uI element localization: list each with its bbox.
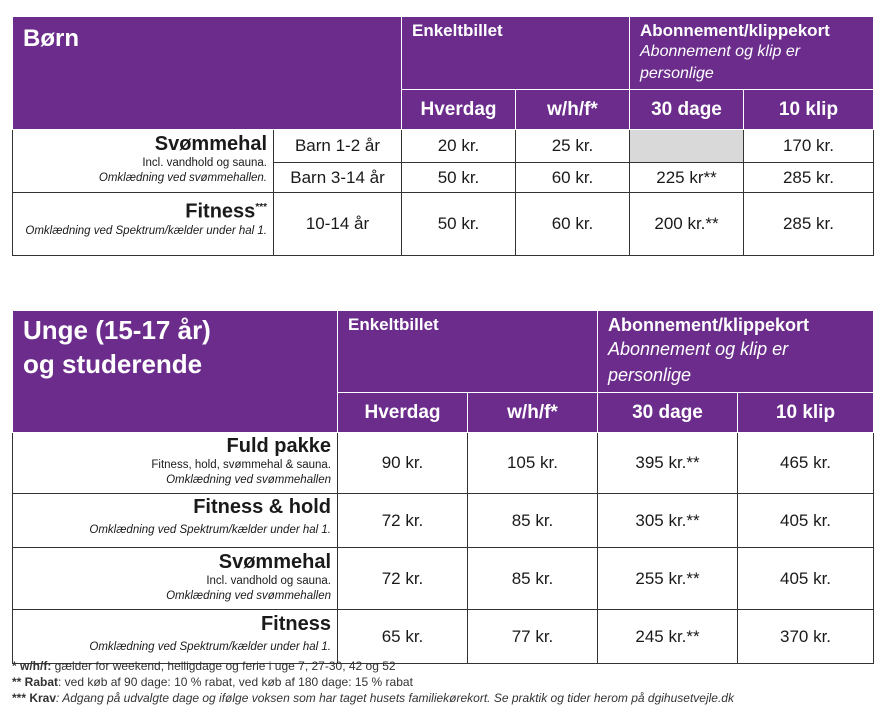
unge-price-whf: 85 kr. — [467, 547, 598, 610]
born-fitness-name: Fitness — [185, 200, 256, 223]
footnote-rabat: ** Rabat: ved køb af 90 dage: 10 % rabat… — [12, 675, 413, 689]
born-col-10klip: 10 klip — [743, 89, 874, 130]
unge-price-whf: 105 kr. — [467, 432, 598, 494]
born-abonnement-note: Abonnement og klip er personlige — [640, 43, 801, 82]
unge-price-hverdag: 72 kr. — [337, 547, 468, 610]
unge-table: Unge (15-17 år) og studerende Enkeltbill… — [12, 310, 875, 664]
born-enkeltbillet-header: Enkeltbillet — [401, 16, 630, 90]
born-price-30dage: 225 kr** — [629, 162, 744, 193]
unge-price-30dage: 245 kr.** — [597, 609, 738, 664]
born-price-whf: 60 kr. — [515, 192, 630, 256]
born-abonnement-header: Abonnement/klippekort Abonnement og klip… — [629, 16, 874, 90]
unge-price-30dage: 395 kr.** — [597, 432, 738, 494]
unge-row-label: Fitness & hold Omklædning ved Spektrum/k… — [12, 493, 338, 548]
unge-row-note2: Omklædning ved svømmehallen — [166, 474, 331, 486]
born-svommehal-note1: Incl. vandhold og sauna. — [142, 157, 267, 169]
unge-row-note2: Omklædning ved svømmehallen — [166, 590, 331, 602]
born-age: 10-14 år — [273, 192, 402, 256]
unge-row-label: Fitness Omklædning ved Spektrum/kælder u… — [12, 609, 338, 664]
born-price-hverdag: 20 kr. — [401, 129, 516, 163]
unge-row-note1: Fitness, hold, svømmehal & sauna. — [151, 459, 331, 471]
born-price-10klip: 285 kr. — [743, 192, 874, 256]
born-svommehal-note2: Omklædning ved svømmehallen. — [98, 172, 267, 184]
unge-title-line1: Unge (15-17 år) — [23, 315, 211, 345]
unge-price-whf: 85 kr. — [467, 493, 598, 548]
unge-row-name: Fitness — [260, 613, 331, 635]
unge-row-note1: Incl. vandhold og sauna. — [206, 575, 331, 587]
unge-price-10klip: 465 kr. — [736, 432, 875, 494]
unge-title-cell: Unge (15-17 år) og studerende — [12, 310, 338, 433]
unge-price-10klip: 370 kr. — [736, 609, 875, 664]
unge-abonnement-note: Abonnement og klip er personlige — [608, 339, 789, 385]
born-price-30dage: 200 kr.** — [629, 192, 744, 256]
born-col-30dage: 30 dage — [629, 89, 744, 130]
unge-title-line2: og studerende — [23, 349, 203, 379]
unge-col-10klip: 10 klip — [736, 392, 875, 433]
born-price-10klip: 170 kr. — [743, 129, 874, 163]
born-fitness-label: Fitness*** Omklædning ved Spektrum/kælde… — [12, 192, 274, 256]
unge-row-note2: Omklædning ved Spektrum/kælder under hal… — [89, 641, 331, 653]
unge-row-note2: Omklædning ved Spektrum/kælder under hal… — [89, 524, 331, 536]
born-price-whf: 60 kr. — [515, 162, 630, 193]
unge-row-name: Svømmehal — [218, 551, 331, 573]
born-fitness-note: Omklædning ved Spektrum/kælder under hal… — [25, 224, 267, 237]
born-svommehal-name: Svømmehal — [154, 133, 267, 155]
footnote-whf: * w/h/f: gælder for weekend, helligdage … — [12, 659, 396, 673]
footnote-krav: *** Krav: Adgang på udvalgte dage og ifø… — [12, 691, 734, 705]
unge-enkeltbillet-header: Enkeltbillet — [337, 310, 598, 393]
unge-row-name: Fitness & hold — [193, 496, 331, 518]
unge-col-hverdag: Hverdag — [337, 392, 468, 433]
born-col-hverdag: Hverdag — [401, 89, 516, 130]
born-title: Børn — [23, 25, 79, 52]
unge-col-whf: w/h/f* — [467, 392, 598, 433]
unge-col-30dage: 30 dage — [597, 392, 738, 433]
unge-price-whf: 77 kr. — [467, 609, 598, 664]
born-age: Barn 1-2 år — [273, 129, 402, 163]
unge-price-30dage: 305 kr.** — [597, 493, 738, 548]
unge-price-30dage: 255 kr.** — [597, 547, 738, 610]
born-price-hverdag: 50 kr. — [401, 192, 516, 256]
born-table: Børn Enkeltbillet Abonnement/klippekort … — [12, 16, 874, 256]
unge-price-hverdag: 65 kr. — [337, 609, 468, 664]
born-price-30dage-empty — [629, 129, 744, 163]
unge-row-name: Fuld pakke — [226, 435, 331, 457]
unge-row-label: Fuld pakke Fitness, hold, svømmehal & sa… — [12, 432, 338, 494]
born-price-whf: 25 kr. — [515, 129, 630, 163]
unge-price-10klip: 405 kr. — [736, 493, 875, 548]
born-col-whf: w/h/f* — [515, 89, 630, 130]
born-svommehal-label: Svømmehal Incl. vandhold og sauna. Omklæ… — [12, 129, 274, 193]
born-fitness-sup: *** — [255, 202, 267, 213]
born-title-cell: Børn — [12, 16, 402, 130]
unge-price-10klip: 405 kr. — [736, 547, 875, 610]
unge-price-hverdag: 90 kr. — [337, 432, 468, 494]
unge-row-label: Svømmehal Incl. vandhold og sauna. Omklæ… — [12, 547, 338, 610]
born-age: Barn 3-14 år — [273, 162, 402, 193]
unge-price-hverdag: 72 kr. — [337, 493, 468, 548]
born-price-10klip: 285 kr. — [743, 162, 874, 193]
unge-abonnement-header: Abonnement/klippekort Abonnement og klip… — [596, 310, 875, 393]
born-price-hverdag: 50 kr. — [401, 162, 516, 193]
